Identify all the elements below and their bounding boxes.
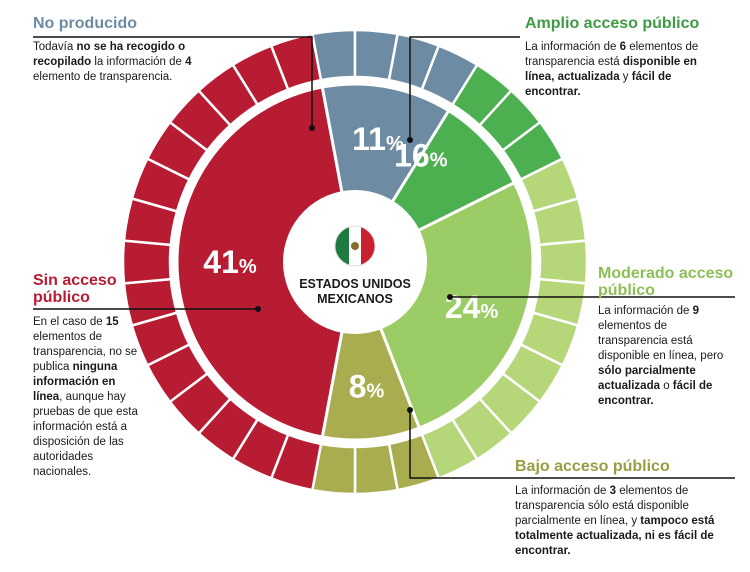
percent-label-amplio: 16% (394, 138, 448, 174)
percent-label-sin: 41% (203, 244, 257, 280)
amplio-acceso-title: Amplio acceso público (525, 15, 700, 32)
leader-dot-sin (255, 306, 261, 312)
inner-pie (175, 82, 535, 442)
leader-dot-moderado (447, 294, 453, 300)
ring-cell-no (420, 44, 479, 107)
center-label-line1: ESTADOS UNIDOS (299, 277, 411, 291)
bajo-acceso-description: La información de 3 elementos de transpa… (515, 485, 715, 557)
leader-line-no (33, 36, 313, 128)
no-producido-description: Todavía no se ha recogido o recopilado l… (33, 41, 192, 83)
outer-ring (121, 28, 589, 496)
percent-labels: 16%24%8%41%11% (203, 121, 498, 404)
no-producido-title: No producido (33, 15, 137, 32)
center-label-line2: MEXICANOS (317, 292, 393, 306)
amplio-acceso-description: La información de 6 elementos de transpa… (525, 41, 699, 98)
leader-line-amplio (409, 36, 520, 140)
ring-cell-bajo (353, 442, 400, 496)
leader-lines (33, 36, 735, 479)
moderado-acceso-description: La información de 9 elementos de transpa… (598, 305, 724, 407)
mexico-flag-icon (334, 225, 376, 267)
sin-acceso-description: En el caso de 15 elementos de transparen… (33, 316, 138, 478)
percent-label-no: 11% (352, 121, 404, 157)
leader-dot-amplio (407, 137, 413, 143)
ring-cell-no (310, 28, 357, 82)
percent-label-bajo: 8% (349, 368, 385, 404)
leader-dot-bajo (407, 407, 413, 413)
leader-dot-no (309, 125, 315, 131)
leader-line-bajo (409, 410, 735, 479)
ring-cell-moderado (537, 239, 589, 285)
bajo-acceso-title: Bajo acceso público (515, 458, 670, 475)
sin-acceso-title: Sin acceso público (33, 272, 117, 306)
moderado-acceso-title: Moderado acceso público (598, 265, 734, 299)
